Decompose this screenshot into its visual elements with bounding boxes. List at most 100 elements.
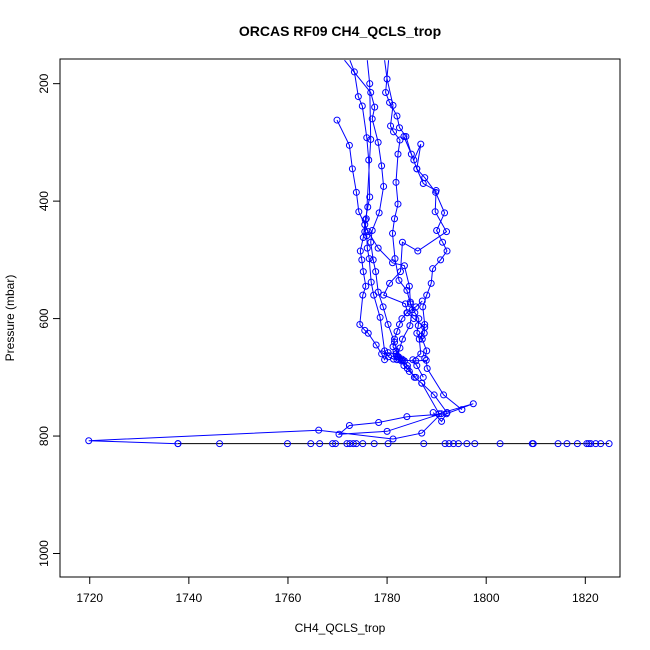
data-point (403, 309, 411, 317)
data-point (403, 413, 411, 421)
data-point (359, 440, 367, 448)
data-point (371, 103, 379, 111)
data-point (366, 193, 374, 201)
x-tick-label: 1780 (374, 591, 401, 605)
data-point (384, 440, 392, 448)
data-point (418, 429, 426, 437)
data-point (415, 315, 423, 323)
data-point (216, 440, 224, 448)
data-point (423, 291, 431, 299)
data-point (421, 355, 429, 363)
data-point (395, 124, 403, 132)
data-point (393, 112, 401, 120)
data-point (413, 362, 421, 370)
data-point (391, 338, 399, 346)
data-point (394, 200, 402, 208)
data-point (449, 440, 457, 448)
data-point (375, 419, 383, 427)
x-tick-label: 1760 (275, 591, 302, 605)
data-point (379, 303, 387, 311)
chart-title: ORCAS RF09 CH4_QCLS_trop (239, 23, 441, 39)
data-point (335, 430, 343, 438)
data-point (359, 291, 367, 299)
data-point (376, 313, 384, 321)
data-point (382, 88, 390, 96)
series-line-3 (336, 119, 423, 362)
data-point (390, 128, 398, 136)
data-point (406, 300, 414, 308)
data-point (396, 268, 404, 276)
data-point (406, 322, 414, 330)
data-point (389, 435, 397, 443)
x-tick-label: 1740 (175, 591, 202, 605)
data-point (415, 335, 423, 343)
data-point (383, 427, 391, 435)
data-point (563, 440, 571, 448)
data-point (443, 410, 451, 418)
data-point (367, 238, 375, 246)
data-point (437, 410, 445, 418)
data-point (414, 247, 422, 255)
data-point (332, 440, 340, 448)
data-point (430, 391, 438, 399)
data-point (85, 437, 93, 445)
data-point (402, 133, 410, 141)
data-point (429, 265, 437, 273)
data-point (409, 356, 417, 364)
data-point (405, 367, 413, 375)
data-point (410, 156, 418, 164)
data-point (396, 136, 404, 144)
data-point (585, 440, 593, 448)
data-point (471, 440, 479, 448)
plot-area (85, 59, 613, 448)
data-point (441, 209, 449, 217)
data-point (356, 320, 364, 328)
data-point (554, 440, 562, 448)
data-point (348, 165, 356, 173)
series-line-6 (385, 60, 448, 337)
data-point (374, 138, 382, 146)
series-line-4 (344, 59, 417, 378)
data-point (367, 278, 375, 286)
x-tick-label: 1800 (473, 591, 500, 605)
data-point (395, 320, 403, 328)
data-point (401, 300, 409, 308)
data-point (358, 102, 366, 110)
data-point (363, 134, 371, 142)
data-point (418, 379, 426, 387)
data-point (398, 315, 406, 323)
data-point (437, 256, 445, 264)
data-point (374, 288, 382, 296)
data-point (366, 80, 374, 88)
data-point (394, 150, 402, 158)
data-point (380, 182, 388, 190)
series-line-8 (88, 382, 474, 445)
data-point (583, 440, 591, 448)
data-point (333, 116, 341, 124)
data-point (375, 209, 383, 217)
data-point (440, 391, 448, 399)
data-point (403, 286, 411, 294)
data-point (365, 255, 373, 263)
data-point (395, 276, 403, 284)
data-point (329, 440, 337, 448)
data-point (368, 115, 376, 123)
data-point (592, 440, 600, 448)
data-point (359, 234, 367, 242)
data-point (355, 208, 363, 216)
data-point (374, 244, 382, 252)
data-point (350, 68, 358, 76)
data-point (529, 440, 537, 448)
data-point (454, 440, 462, 448)
data-point (419, 303, 427, 311)
data-point (587, 440, 595, 448)
data-point (307, 440, 315, 448)
plot-frame (59, 58, 621, 578)
data-point (316, 440, 324, 448)
data-point (391, 215, 399, 223)
y-axis-label: Pressure (mbar) (3, 275, 17, 362)
data-point (364, 203, 372, 211)
data-point (432, 187, 440, 195)
data-point (378, 162, 386, 170)
